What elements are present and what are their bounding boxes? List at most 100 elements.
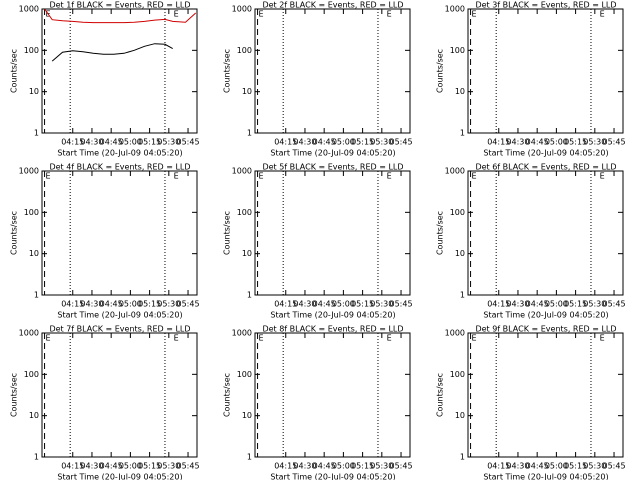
x-tick-label: 05:00 xyxy=(545,462,568,471)
x-tick-label: 04:45 xyxy=(313,462,336,471)
x-tick-label: 05:00 xyxy=(119,462,142,471)
y-axis-label: Counts/sec xyxy=(436,49,445,93)
y-tick-label: 100 xyxy=(237,370,252,379)
y-tick-label: 10 xyxy=(29,411,39,420)
annotation: E xyxy=(174,172,179,181)
data-line xyxy=(44,9,197,24)
y-tick-label: 100 xyxy=(24,46,39,55)
y-tick-label: 1000 xyxy=(445,329,465,338)
annotation: E xyxy=(387,334,392,343)
x-tick-label: 04:15 xyxy=(487,462,510,471)
y-tick-label: 10 xyxy=(455,411,465,420)
x-tick-label: 05:45 xyxy=(603,300,626,309)
y-tick-label: 1000 xyxy=(445,167,465,176)
x-axis-label: Start Time (20-Jul-09 04:05:20) xyxy=(270,149,395,158)
plot-frame xyxy=(41,170,198,296)
y-tick-label: 10 xyxy=(455,87,465,96)
y-tick-label: 10 xyxy=(455,249,465,258)
y-tick-label: 1 xyxy=(247,129,252,138)
x-tick-label: 04:45 xyxy=(100,462,123,471)
x-tick-label: 05:15 xyxy=(564,462,587,471)
x-tick-label: 04:15 xyxy=(487,300,510,309)
y-tick-label: 1000 xyxy=(19,5,39,14)
x-tick-label: 04:15 xyxy=(274,462,297,471)
x-axis-label: Start Time (20-Jul-09 04:05:20) xyxy=(57,473,182,480)
x-tick-label: 05:15 xyxy=(138,462,161,471)
x-tick-label: 04:15 xyxy=(61,138,84,147)
annotation: E xyxy=(387,172,392,181)
y-tick-label: 1 xyxy=(34,129,39,138)
y-axis-label: Counts/sec xyxy=(436,373,445,417)
chart-title: Det 6f BLACK = Events, RED = LLD xyxy=(475,163,616,172)
annotation: E xyxy=(600,172,605,181)
y-tick-label: 100 xyxy=(237,46,252,55)
y-tick-label: 10 xyxy=(242,411,252,420)
x-tick-label: 04:30 xyxy=(506,138,529,147)
x-tick-label: 05:45 xyxy=(177,462,200,471)
x-tick-label: 04:45 xyxy=(526,300,549,309)
annotation: E xyxy=(259,10,264,19)
x-tick-label: 04:30 xyxy=(293,300,316,309)
x-tick-label: 05:00 xyxy=(332,300,355,309)
x-tick-label: 05:45 xyxy=(177,300,200,309)
y-axis-label: Counts/sec xyxy=(10,373,19,417)
x-tick-label: 04:30 xyxy=(293,138,316,147)
annotation: E xyxy=(259,172,264,181)
x-tick-label: 04:30 xyxy=(506,462,529,471)
y-tick-label: 100 xyxy=(24,208,39,217)
x-axis-label: Start Time (20-Jul-09 04:05:20) xyxy=(483,473,608,480)
annotation: E xyxy=(472,334,477,343)
chart-title: Det 4f BLACK = Events, RED = LLD xyxy=(49,163,190,172)
annotation: E xyxy=(174,334,179,343)
x-tick-label: 05:30 xyxy=(370,462,393,471)
y-tick-label: 10 xyxy=(29,87,39,96)
x-axis-label: Start Time (20-Jul-09 04:05:20) xyxy=(483,149,608,158)
annotation: E xyxy=(472,172,477,181)
plot-frame xyxy=(467,332,624,458)
y-tick-label: 10 xyxy=(29,249,39,258)
y-tick-label: 100 xyxy=(237,208,252,217)
y-axis-label: Counts/sec xyxy=(436,211,445,255)
x-tick-label: 05:30 xyxy=(157,138,180,147)
x-tick-label: 05:30 xyxy=(157,462,180,471)
x-tick-label: 05:15 xyxy=(138,300,161,309)
x-axis-label: Start Time (20-Jul-09 04:05:20) xyxy=(57,149,182,158)
y-axis-label: Counts/sec xyxy=(223,49,232,93)
data-line xyxy=(51,43,173,62)
y-tick-label: 10 xyxy=(242,249,252,258)
x-tick-label: 05:00 xyxy=(332,138,355,147)
chart-title: Det 8f BLACK = Events, RED = LLD xyxy=(262,325,403,334)
y-tick-label: 100 xyxy=(24,370,39,379)
x-tick-label: 04:30 xyxy=(506,300,529,309)
data-line xyxy=(52,212,173,229)
annotation: E xyxy=(600,334,605,343)
chart-title: Det 3f BLACK = Events, RED = LLD xyxy=(475,1,616,10)
chart-title: Det 9f BLACK = Events, RED = LLD xyxy=(475,325,616,334)
x-tick-label: 05:15 xyxy=(351,462,374,471)
y-tick-label: 1 xyxy=(34,453,39,462)
x-tick-label: 05:30 xyxy=(370,300,393,309)
x-tick-label: 04:45 xyxy=(313,138,336,147)
x-tick-label: 05:15 xyxy=(564,300,587,309)
x-tick-label: 05:00 xyxy=(119,300,142,309)
y-axis-label: Counts/sec xyxy=(223,211,232,255)
y-tick-label: 100 xyxy=(450,208,465,217)
panel: Det 8f BLACK = Events, RED = LLD Start Ti… xyxy=(223,325,413,480)
x-tick-label: 05:45 xyxy=(390,462,413,471)
chart-title: Det 1f BLACK = Events, RED = LLD xyxy=(49,1,190,10)
x-tick-label: 04:45 xyxy=(313,300,336,309)
y-axis-label: Counts/sec xyxy=(10,49,19,93)
y-tick-label: 1000 xyxy=(232,167,252,176)
y-tick-label: 1000 xyxy=(19,167,39,176)
panel: Det 4f BLACK = Events, RED = LLD Start Ti… xyxy=(10,163,200,320)
x-axis-label: Start Time (20-Jul-09 04:05:20) xyxy=(57,311,182,320)
chart-title: Det 5f BLACK = Events, RED = LLD xyxy=(262,163,403,172)
chart-title: Det 7f BLACK = Events, RED = LLD xyxy=(49,325,190,334)
panel: Det 2f BLACK = Events, RED = LLD Start Ti… xyxy=(223,1,413,158)
plot-frame xyxy=(467,170,624,296)
plot-frame xyxy=(254,8,411,134)
annotation: E xyxy=(387,10,392,19)
data-line xyxy=(276,15,386,16)
x-tick-label: 05:45 xyxy=(390,138,413,147)
